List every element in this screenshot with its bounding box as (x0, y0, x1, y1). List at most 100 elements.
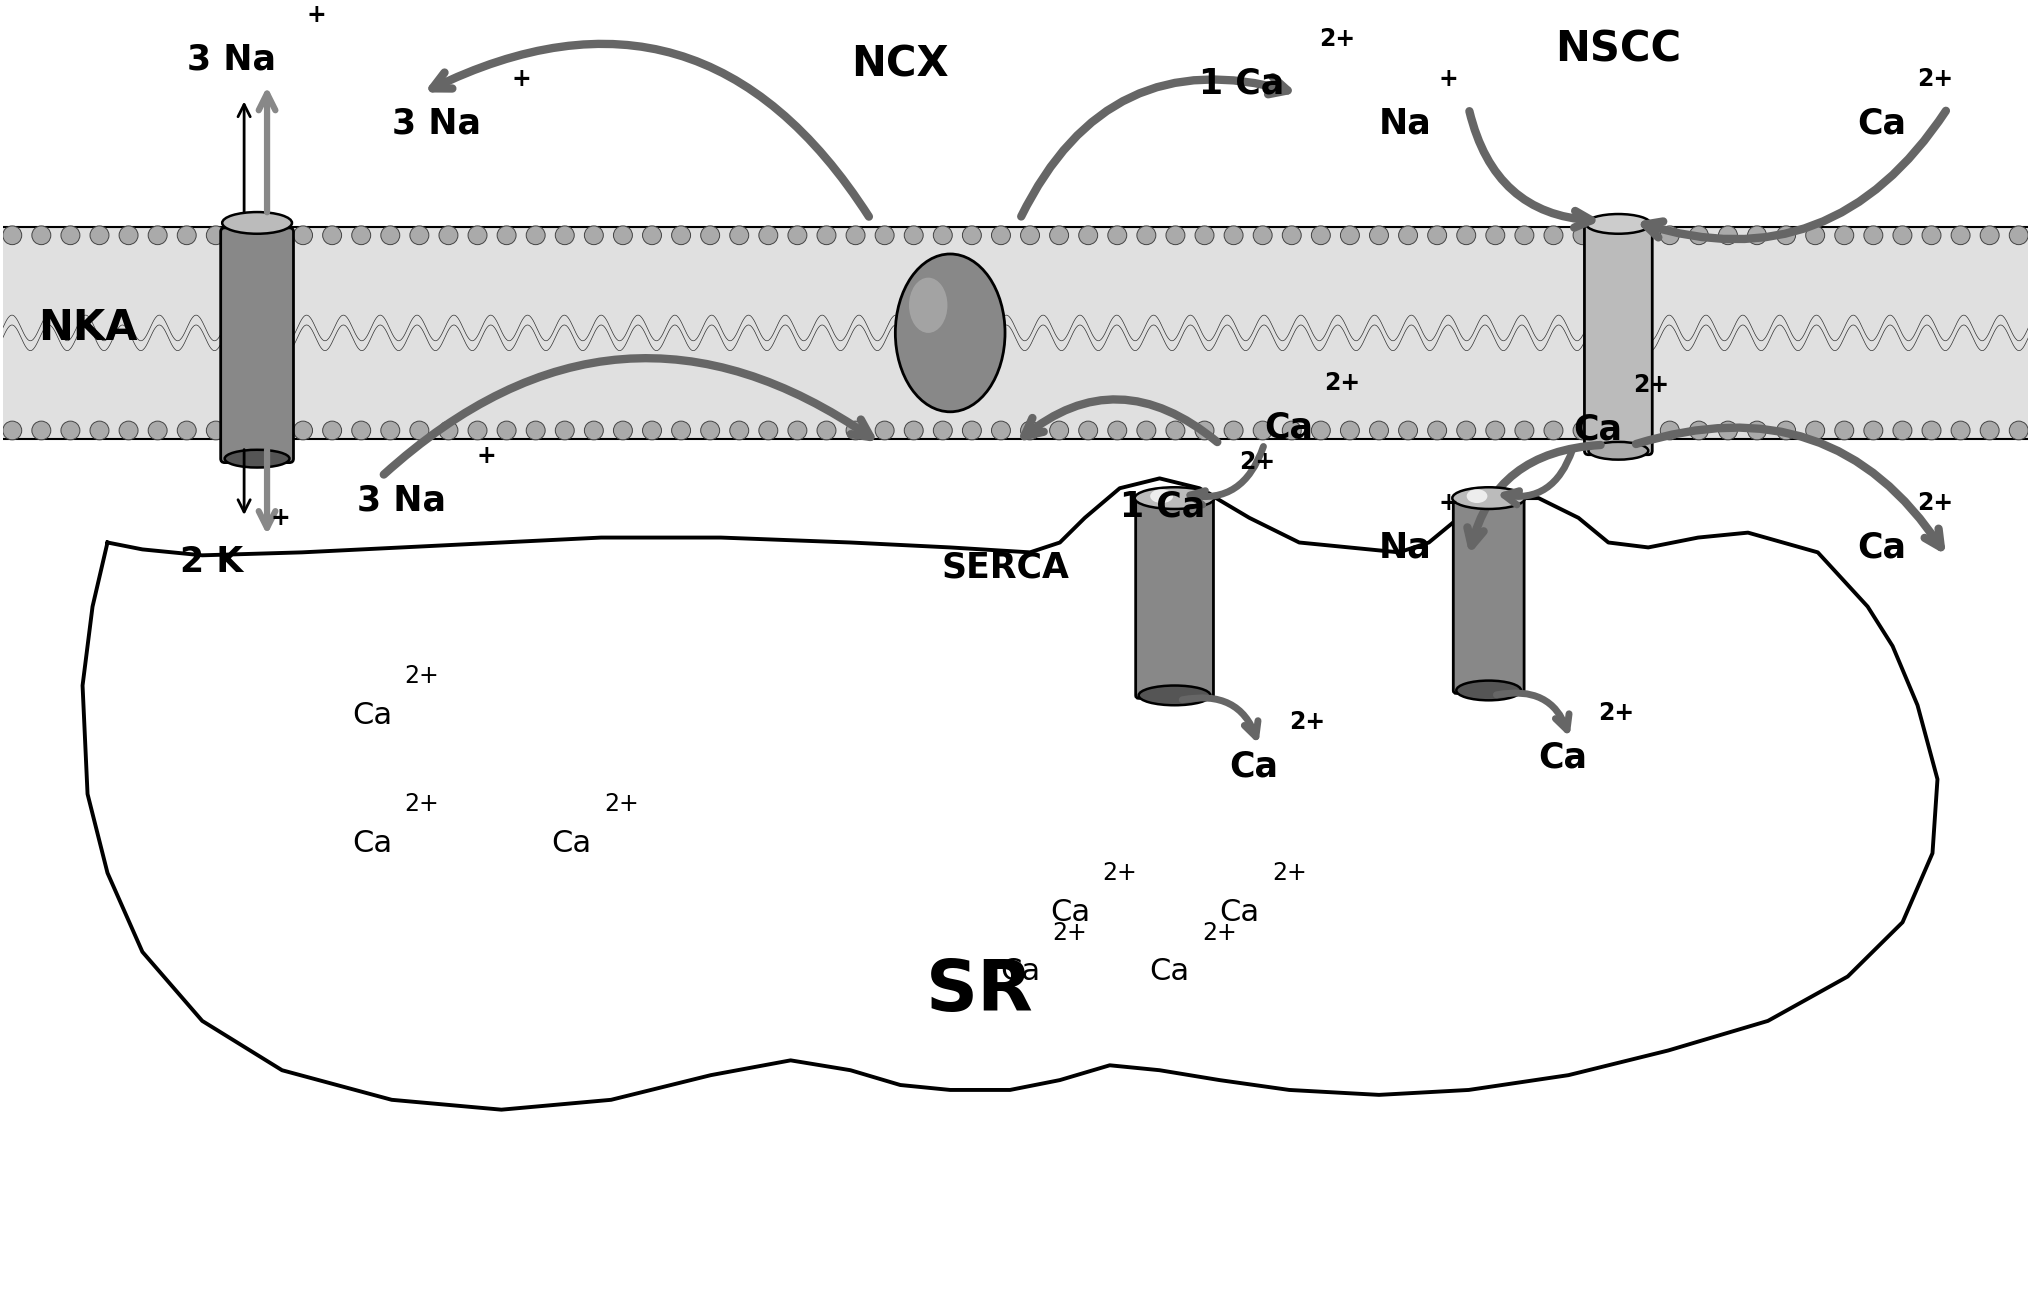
Circle shape (526, 226, 544, 245)
Circle shape (1399, 421, 1417, 440)
Ellipse shape (1451, 488, 1525, 510)
Circle shape (1833, 421, 1853, 440)
Circle shape (934, 226, 952, 245)
Circle shape (32, 421, 51, 440)
Circle shape (788, 421, 806, 440)
Circle shape (61, 421, 79, 440)
Text: 2+: 2+ (1916, 67, 1953, 90)
Circle shape (788, 226, 806, 245)
Circle shape (1165, 421, 1183, 440)
Circle shape (875, 421, 893, 440)
Circle shape (700, 421, 719, 440)
Circle shape (816, 421, 836, 440)
Text: Ca: Ca (1857, 530, 1906, 565)
Circle shape (1194, 421, 1214, 440)
Circle shape (759, 226, 777, 245)
Circle shape (1776, 421, 1795, 440)
Circle shape (1106, 421, 1127, 440)
Text: Na: Na (1378, 106, 1431, 141)
Ellipse shape (1139, 685, 1210, 706)
Text: Ca: Ca (1228, 749, 1277, 783)
Circle shape (1514, 226, 1533, 245)
Text: 2+: 2+ (1916, 491, 1953, 515)
Circle shape (1050, 226, 1068, 245)
Circle shape (1659, 421, 1679, 440)
Circle shape (641, 226, 662, 245)
Circle shape (351, 421, 371, 440)
Text: Ca: Ca (1050, 898, 1090, 928)
FancyBboxPatch shape (1135, 495, 1212, 698)
Circle shape (1951, 421, 1969, 440)
Circle shape (1746, 421, 1766, 440)
Ellipse shape (895, 254, 1005, 412)
Circle shape (700, 226, 719, 245)
Text: 2+: 2+ (1102, 862, 1137, 885)
Text: 2+: 2+ (1320, 27, 1354, 52)
Circle shape (1776, 226, 1795, 245)
Circle shape (1050, 421, 1068, 440)
Circle shape (1630, 421, 1648, 440)
Text: NKA: NKA (39, 307, 138, 350)
Text: 2+: 2+ (1289, 710, 1326, 734)
Circle shape (1573, 421, 1592, 440)
Circle shape (526, 421, 544, 440)
Text: +: + (512, 67, 532, 90)
Circle shape (672, 226, 690, 245)
Circle shape (1543, 226, 1563, 245)
Circle shape (264, 421, 284, 440)
Circle shape (177, 421, 197, 440)
Circle shape (1194, 226, 1214, 245)
Text: Ca: Ca (1573, 412, 1622, 446)
Circle shape (1165, 226, 1183, 245)
Text: +: + (270, 506, 290, 530)
Text: SERCA: SERCA (942, 550, 1070, 584)
Circle shape (1137, 421, 1155, 440)
Circle shape (1602, 226, 1620, 245)
Circle shape (235, 421, 254, 440)
Circle shape (264, 226, 284, 245)
Text: +: + (1437, 491, 1458, 515)
Ellipse shape (1587, 442, 1648, 459)
Circle shape (438, 226, 457, 245)
Circle shape (613, 226, 631, 245)
Text: +: + (477, 444, 495, 468)
Circle shape (962, 421, 980, 440)
Circle shape (585, 226, 603, 245)
Circle shape (672, 421, 690, 440)
Circle shape (148, 421, 166, 440)
Circle shape (1659, 226, 1679, 245)
Circle shape (991, 421, 1011, 440)
Circle shape (585, 421, 603, 440)
Circle shape (1892, 226, 1910, 245)
Circle shape (1892, 421, 1910, 440)
Circle shape (1456, 421, 1476, 440)
Circle shape (89, 421, 110, 440)
Circle shape (207, 226, 225, 245)
Text: 2+: 2+ (1052, 921, 1086, 944)
Text: NSCC: NSCC (1555, 28, 1681, 70)
Circle shape (1224, 226, 1242, 245)
Circle shape (1717, 421, 1736, 440)
Circle shape (1979, 226, 1998, 245)
Circle shape (32, 226, 51, 245)
Circle shape (1833, 226, 1853, 245)
Text: Ca: Ca (351, 829, 392, 858)
Circle shape (934, 421, 952, 440)
Circle shape (991, 226, 1011, 245)
Ellipse shape (1135, 488, 1214, 510)
Circle shape (1368, 226, 1389, 245)
Text: 2+: 2+ (1202, 921, 1236, 944)
Circle shape (613, 421, 631, 440)
Circle shape (1805, 226, 1823, 245)
Ellipse shape (909, 277, 946, 333)
Circle shape (235, 226, 254, 245)
Circle shape (438, 421, 457, 440)
Text: Ca: Ca (351, 700, 392, 730)
Circle shape (1253, 421, 1271, 440)
FancyBboxPatch shape (1583, 223, 1652, 454)
Text: Ca: Ca (1149, 957, 1190, 986)
Text: 2+: 2+ (1324, 370, 1360, 395)
Circle shape (2, 421, 22, 440)
Text: 2+: 2+ (1632, 373, 1669, 396)
Text: NCX: NCX (851, 43, 948, 85)
